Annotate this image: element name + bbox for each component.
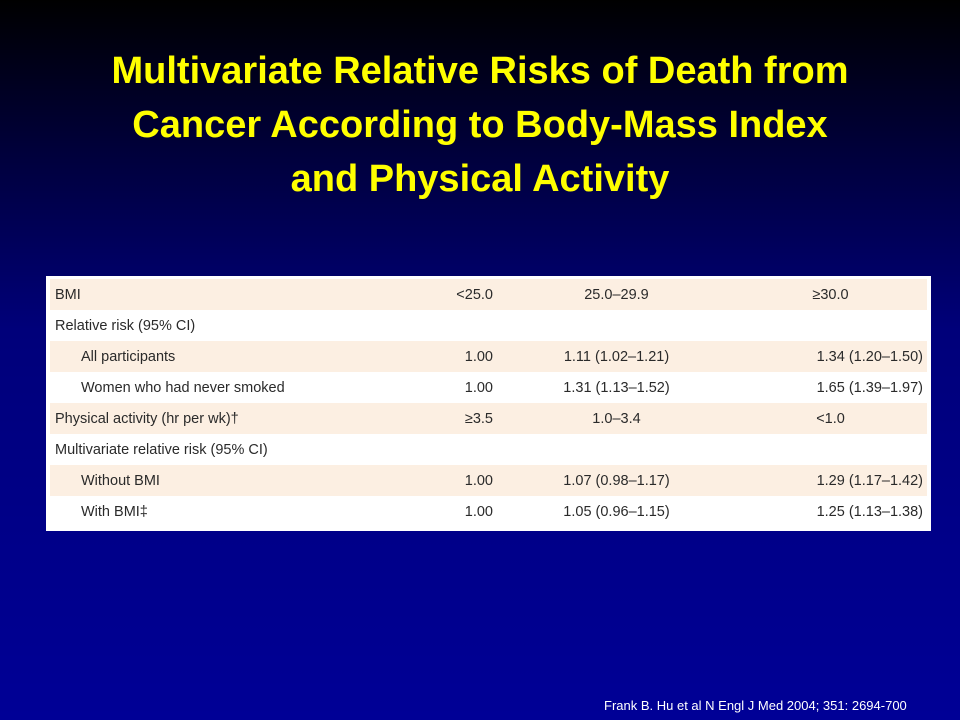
results-table-frame: BMI <25.0 25.0–29.9 ≥30.0 Relative risk … (46, 276, 931, 531)
results-table: BMI <25.0 25.0–29.9 ≥30.0 Relative risk … (50, 279, 927, 527)
table-row: Relative risk (95% CI) (50, 310, 927, 341)
row-col3: 1.29 (1.17–1.42) (734, 465, 927, 496)
row-col2: 1.31 (1.13–1.52) (499, 372, 734, 403)
table-row: Without BMI 1.00 1.07 (0.98–1.17) 1.29 (… (50, 465, 927, 496)
header-col2: 25.0–29.9 (499, 279, 734, 310)
header-col1: <25.0 (428, 279, 499, 310)
row-col1: 1.00 (428, 465, 499, 496)
table-row: All participants 1.00 1.11 (1.02–1.21) 1… (50, 341, 927, 372)
row-col1: 1.00 (428, 341, 499, 372)
table-row: Women who had never smoked 1.00 1.31 (1.… (50, 372, 927, 403)
row-label: Multivariate relative risk (95% CI) (50, 434, 428, 465)
row-col2 (499, 310, 734, 341)
row-label: With BMI‡ (50, 496, 428, 527)
slide-title: Multivariate Relative Risks of Death fro… (40, 44, 920, 206)
title-line-2: Cancer According to Body-Mass Index (132, 104, 828, 146)
row-col1 (428, 434, 499, 465)
row-col2: 1.07 (0.98–1.17) (499, 465, 734, 496)
row-col2 (499, 434, 734, 465)
row-col3 (734, 310, 927, 341)
row-label: Relative risk (95% CI) (50, 310, 428, 341)
table-row: Physical activity (hr per wk)† ≥3.5 1.0–… (50, 403, 927, 434)
row-col2: 1.11 (1.02–1.21) (499, 341, 734, 372)
row-col3 (734, 434, 927, 465)
row-col1 (428, 310, 499, 341)
table-row: With BMI‡ 1.00 1.05 (0.96–1.15) 1.25 (1.… (50, 496, 927, 527)
row-col3: 1.25 (1.13–1.38) (734, 496, 927, 527)
citation: Frank B. Hu et al N Engl J Med 2004; 351… (604, 698, 907, 713)
title-line-1: Multivariate Relative Risks of Death fro… (111, 50, 849, 92)
row-label: Women who had never smoked (50, 372, 428, 403)
header-col3: ≥30.0 (734, 279, 927, 310)
row-col1: 1.00 (428, 496, 499, 527)
row-label: All participants (50, 341, 428, 372)
header-label: BMI (50, 279, 428, 310)
row-col2: 1.0–3.4 (499, 403, 734, 434)
title-line-3: and Physical Activity (290, 158, 670, 200)
row-col2: 1.05 (0.96–1.15) (499, 496, 734, 527)
row-col3: 1.34 (1.20–1.50) (734, 341, 927, 372)
row-col3: <1.0 (734, 403, 927, 434)
row-col1: ≥3.5 (428, 403, 499, 434)
row-label: Physical activity (hr per wk)† (50, 403, 428, 434)
row-label: Without BMI (50, 465, 428, 496)
row-col3: 1.65 (1.39–1.97) (734, 372, 927, 403)
table-row: Multivariate relative risk (95% CI) (50, 434, 927, 465)
row-col1: 1.00 (428, 372, 499, 403)
table-header-row: BMI <25.0 25.0–29.9 ≥30.0 (50, 279, 927, 310)
